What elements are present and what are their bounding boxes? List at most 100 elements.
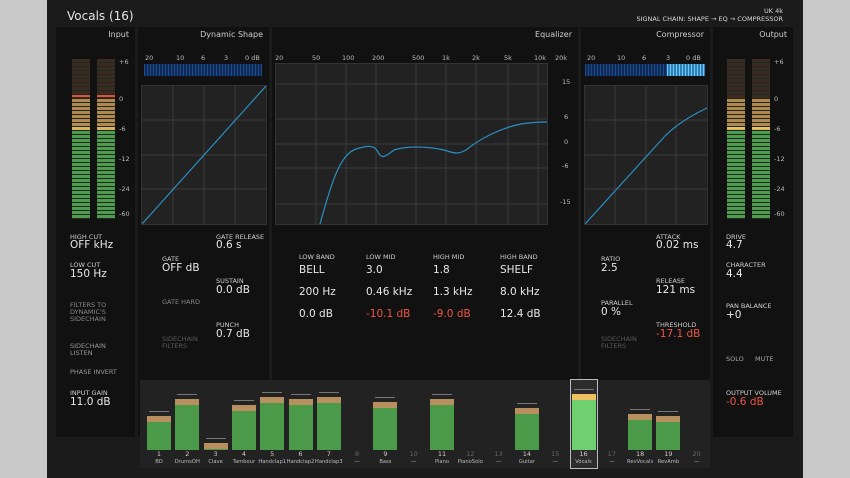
channel-strip[interactable]: 9 Bass [372,380,398,468]
channel-strip[interactable]: 20— [684,380,710,468]
mute-button[interactable]: MUTE [755,355,774,363]
channel-strip[interactable]: 14 Guitar [514,380,540,468]
channel-strip[interactable]: 11 Piano [429,380,455,468]
ratio-value[interactable]: 2.5 [601,262,618,274]
output-meter-segment [727,143,745,146]
gate-release-value[interactable]: 0.6 s [216,239,242,251]
release-value[interactable]: 121 ms [656,284,696,296]
channel-strip[interactable]: 15— [542,380,568,468]
channel-level-bar [231,405,256,450]
input-meter-segment [72,203,90,206]
eq-band-3-type[interactable]: 1.8 [433,264,450,276]
drive-value[interactable]: 4.7 [726,239,743,251]
channel-strip[interactable]: 8— [344,380,370,468]
channel-strip[interactable]: 18 RevVocals [627,380,653,468]
high-cut-value[interactable]: OFF kHz [70,239,114,251]
eq-band-3-freq[interactable]: 1.3 kHz [433,286,473,298]
solo-button[interactable]: SOLO [726,355,744,363]
dynamic-shape-graph[interactable] [141,85,267,225]
channel-peak-marker [262,392,283,393]
eq-band-4-freq[interactable]: 8.0 kHz [500,286,540,298]
channel-strip[interactable]: 2 DrumsOH [174,380,200,468]
channel-strip[interactable]: 10— [401,380,427,468]
output-meter-segment [752,179,770,182]
eq-band-3-gain[interactable]: -9.0 dB [433,308,471,320]
channel-strip[interactable]: 6 Handclap2 [287,380,314,468]
dyn-scale-6: 6 [201,54,206,62]
output-meter-segment [752,87,770,90]
eq-band-2-type[interactable]: 3.0 [366,264,383,276]
sidechain-listen-toggle[interactable]: SIDECHAIN LISTEN [70,342,106,357]
input-meter-segment [97,207,115,210]
eq-band-4-type[interactable]: SHELF [500,264,534,276]
input-meter-segment [72,187,90,190]
pan-balance-value[interactable]: +0 [726,309,742,321]
input-meter-segment [97,143,115,146]
eq-band-2-gain[interactable]: -10.1 dB [366,308,411,320]
channel-number: 1 [156,450,162,458]
input-meter-segment [72,135,90,138]
channel-strip[interactable]: 16 Vocals [569,379,598,469]
input-meter-segment [72,215,90,218]
signal-chain-label[interactable]: SIGNAL CHAIN: SHAPE → EQ → COMPRESSOR [636,15,783,23]
character-value[interactable]: 4.4 [726,268,743,280]
input-meter-segment [72,171,90,174]
eq-freq-label: 50 [312,54,321,62]
output-meter-segment [752,135,770,138]
channel-strip[interactable]: 12 PianoSolo [457,380,483,468]
output-scale-m6: -6 [774,125,781,133]
channel-strip[interactable]: 19 RevAmb [655,380,681,468]
eq-band-2-freq[interactable]: 0.46 kHz [366,286,413,298]
eq-band-4-gain[interactable]: 12.4 dB [500,308,541,320]
output-meter-segment [752,171,770,174]
sustain-label: SUSTAIN [216,277,244,285]
punch-value[interactable]: 0.7 dB [216,328,250,340]
input-meter-segment [97,171,115,174]
gate-hard-toggle[interactable]: GATE HARD [162,298,200,306]
output-meter-segment [752,183,770,186]
threshold-value[interactable]: -17.1 dB [656,328,701,340]
output-meter-segment [727,187,745,190]
channel-name: RevAmb [657,459,680,465]
eq-band-1-type[interactable]: BELL [299,264,325,276]
eq-graph[interactable] [275,63,548,225]
input-meter-segment [72,191,90,194]
low-cut-value[interactable]: 150 Hz [70,268,107,280]
phase-invert-toggle[interactable]: PHASE INVERT [70,368,117,376]
comp-sidechain-filters-toggle[interactable]: SIDECHAIN FILTERS [601,335,637,350]
eq-band-3-label: HIGH MID [433,253,465,261]
output-meter-segment [752,59,770,62]
dyn-sidechain-filters-toggle[interactable]: SIDECHAIN FILTERS [162,335,198,350]
output-meter-segment [727,59,745,62]
channel-number: 6 [298,450,303,458]
output-meter-segment [752,119,770,122]
eq-band-1-freq[interactable]: 200 Hz [299,286,336,298]
output-scale-p6: +6 [774,58,784,66]
channel-strip[interactable]: 17— [599,380,625,468]
output-meter-segment [752,131,770,134]
channel-strip[interactable]: 13— [486,380,512,468]
channel-name: Handclap1 [258,459,287,465]
compressor-graph[interactable] [584,85,708,225]
sustain-value[interactable]: 0.0 dB [216,284,250,296]
output-volume-value[interactable]: -0.6 dB [726,396,764,408]
output-peak-marker [752,127,770,129]
channel-name: Bass [379,459,392,465]
eq-band-1-gain[interactable]: 0.0 dB [299,308,333,320]
channel-strip[interactable]: 7 Handclap3 [315,380,343,468]
attack-value[interactable]: 0.02 ms [656,239,699,251]
channel-strip[interactable]: 1 BD [146,380,172,468]
filters-to-sidechain-toggle[interactable]: FILTERS TO DYNAMIC'S SIDECHAIN [70,301,107,323]
parallel-value[interactable]: 0 % [601,306,621,318]
channel-strip[interactable]: 4 Tambour [231,380,257,468]
eq-db-15: 15 [562,78,571,86]
output-scale-0: 0 [774,95,779,103]
channel-strip[interactable]: 3 Clave [203,380,229,468]
output-meter-segment [752,215,770,218]
input-gain-value[interactable]: 11.0 dB [70,396,111,408]
output-meter-segment [727,155,745,158]
output-meter-segment [727,83,745,86]
gate-value[interactable]: OFF dB [162,262,200,274]
channel-strip[interactable]: 5 Handclap1 [258,380,287,468]
input-meter-segment [97,119,115,122]
